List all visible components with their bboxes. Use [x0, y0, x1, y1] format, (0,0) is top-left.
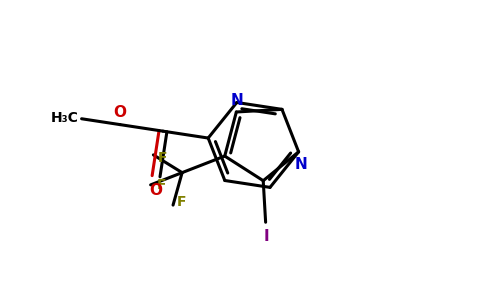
Text: N: N [231, 93, 244, 108]
Text: I: I [264, 229, 270, 244]
Text: N: N [294, 157, 307, 172]
Text: F: F [157, 178, 166, 192]
Text: F: F [177, 195, 186, 209]
Text: O: O [150, 183, 163, 198]
Text: O: O [114, 105, 126, 120]
Text: H₃C: H₃C [51, 111, 78, 125]
Text: F: F [157, 151, 167, 165]
